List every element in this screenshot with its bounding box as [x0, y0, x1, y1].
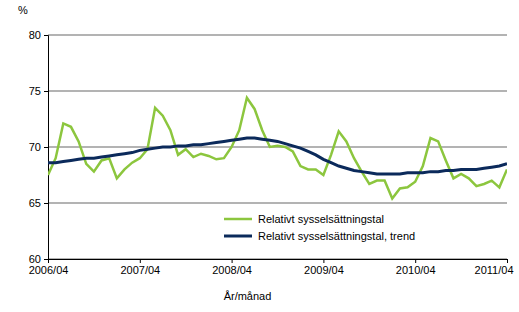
y-tick-label: 65	[29, 197, 41, 209]
y-axis: 6065707580	[29, 29, 49, 265]
x-tick: 2008/04	[212, 259, 252, 276]
x-tick-mark	[323, 259, 324, 263]
y-tick-mark	[44, 35, 48, 36]
y-tick-label: 75	[29, 85, 41, 97]
y-axis-line	[44, 36, 49, 260]
x-tick-mark	[140, 259, 141, 263]
x-tick-label: 2008/04	[212, 264, 252, 276]
series-line	[48, 98, 507, 199]
legend: Relativt sysselsättningstal Relativt syss…	[224, 213, 415, 242]
x-tick-mark	[48, 259, 49, 263]
grid	[48, 35, 507, 259]
grid-line	[48, 35, 507, 36]
legend-swatch	[224, 235, 252, 238]
x-tick-label: 2007/04	[120, 264, 160, 276]
x-axis: 2006/04 2007/04 2008/04 2009/04 2010/04 2011/…	[29, 259, 514, 276]
x-tick-mark	[232, 259, 233, 263]
legend-swatch	[224, 218, 252, 221]
x-tick: 2006/04	[29, 259, 69, 276]
x-tick-mark	[415, 259, 416, 263]
x-axis-line	[49, 260, 508, 264]
grid-line	[48, 91, 507, 92]
y-tick-label: 70	[29, 141, 41, 153]
plot-area	[48, 98, 507, 199]
y-tick: 80	[29, 29, 48, 41]
x-tick-label: 2009/04	[304, 264, 344, 276]
x-tick-label: 2006/04	[29, 264, 69, 276]
x-axis-title: År/månad	[224, 290, 272, 302]
x-tick: 2007/04	[120, 259, 160, 276]
y-tick: 75	[29, 85, 48, 97]
x-tick: 2011/04	[475, 259, 514, 276]
x-tick-mark	[507, 259, 508, 263]
grid-line	[48, 203, 507, 204]
x-tick-label: 2010/04	[396, 264, 436, 276]
x-tick: 2010/04	[396, 259, 436, 276]
y-tick-mark	[44, 91, 48, 92]
legend-label: Relativt sysselsättningstal, trend	[258, 230, 415, 242]
y-tick: 70	[29, 141, 48, 153]
series-line	[48, 138, 507, 174]
chart: 60657075802006/042007/042008/042009/0420…	[0, 0, 519, 312]
y-tick: 65	[29, 197, 48, 209]
legend-label: Relativt sysselsättningstal	[258, 213, 384, 225]
y-tick-mark	[44, 259, 48, 260]
y-tick-mark	[44, 203, 48, 204]
y-axis-title: %	[18, 4, 28, 16]
x-tick-label: 2011/04	[475, 264, 514, 276]
y-tick-mark	[44, 147, 48, 148]
y-tick-label: 80	[29, 29, 41, 41]
x-tick: 2009/04	[304, 259, 344, 276]
